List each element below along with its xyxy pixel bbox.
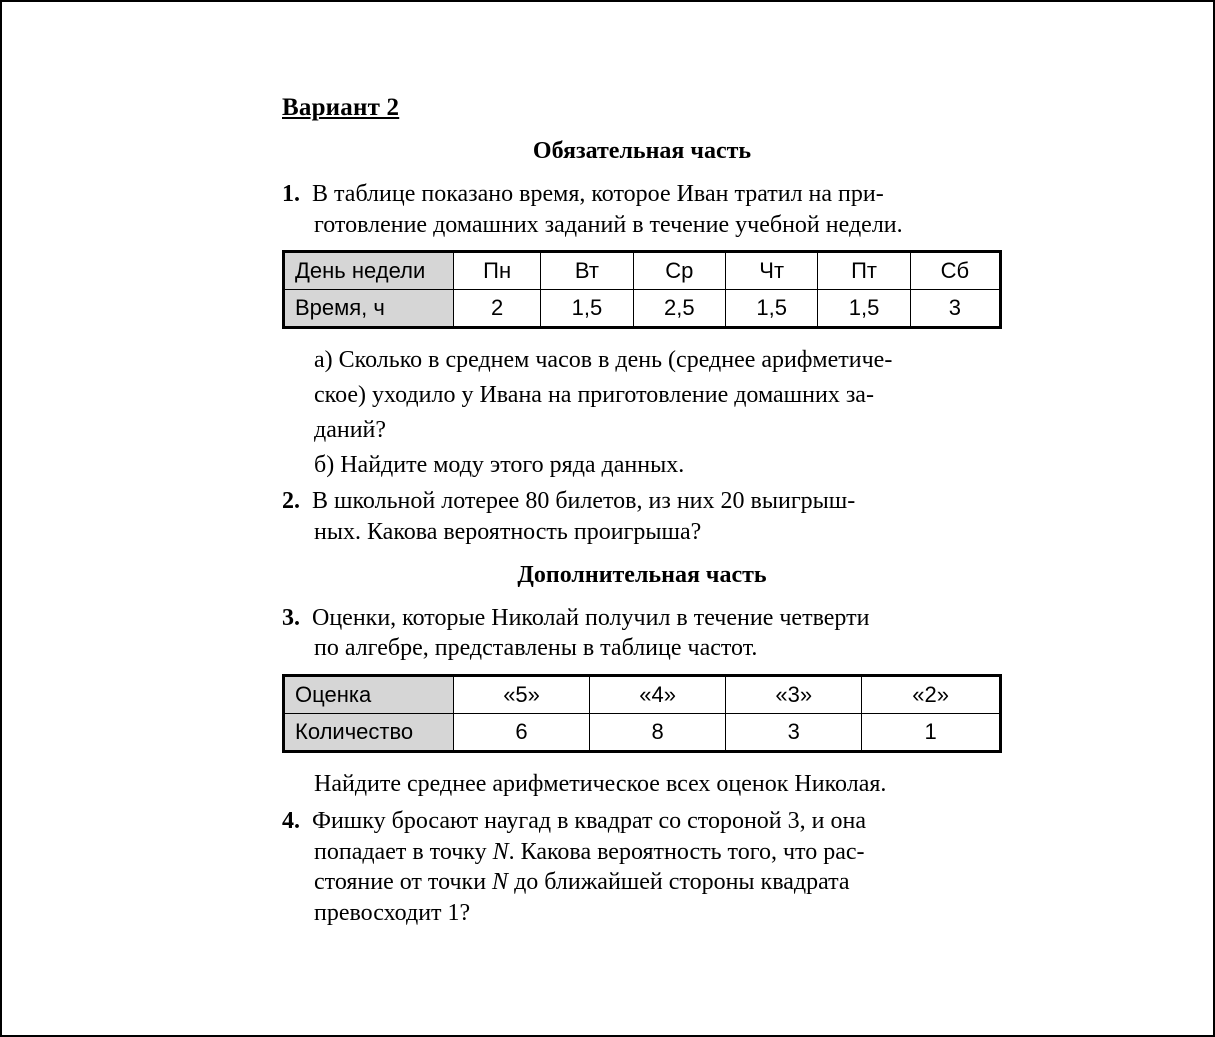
variable-N: N [492,869,508,895]
section-mandatory-title: Обязательная часть [282,138,1002,165]
table-cell: 2 [454,290,541,328]
text: стояние от точки [314,869,492,895]
section-additional-title: Дополнительная часть [282,562,1002,589]
table-cell: «4» [590,676,726,714]
problem-1a-line1: а) Сколько в среднем часов в день (средн… [282,345,1002,376]
table-row: Количество 6 8 3 1 [284,714,1001,752]
problem-4-line4: превосходит 1? [282,898,1002,929]
table-header-cell: Время, ч [284,290,454,328]
variant-title: Вариант 2 [282,94,1002,122]
table-row: Оценка «5» «4» «3» «2» [284,676,1001,714]
table-cell: Чт [725,252,817,290]
table-cell: 2,5 [633,290,725,328]
table-cell: 1,5 [541,290,633,328]
table-cell: «2» [862,676,1001,714]
table-cell: Сб [910,252,1000,290]
table-cell: Вт [541,252,633,290]
table-header-cell: Количество [284,714,454,752]
problem-1-table: День недели Пн Вт Ср Чт Пт Сб Время, ч 2… [282,250,1002,329]
table-cell: Ср [633,252,725,290]
problem-3-line2: по алгебре, представлены в таблице часто… [282,633,1002,664]
table-cell: «3» [726,676,862,714]
table-header-cell: Оценка [284,676,454,714]
text: . Какова вероятность того, что рас- [509,839,865,865]
table-row: Время, ч 2 1,5 2,5 1,5 1,5 3 [284,290,1001,328]
table-cell: Пт [818,252,910,290]
table-cell: Пн [454,252,541,290]
problem-3: 3.Оценки, которые Николай получил в тече… [282,603,1002,664]
problem-4-line3: стояние от точки N до ближайшей стороны … [282,867,1002,898]
problem-1-text-line1: В таблице показано время, которое Иван т… [312,181,884,207]
text: попадает в точку [314,839,493,865]
content-column: Вариант 2 Обязательная часть 1.В таблице… [282,94,1002,929]
table-cell: 3 [726,714,862,752]
problem-3-after: Найдите среднее арифметическое всех оцен… [282,769,1002,800]
table-cell: «5» [454,676,590,714]
problem-3-line1: Оценки, которые Николай получил в течени… [312,605,869,631]
problem-3-number: 3. [282,603,312,634]
table-cell: 1,5 [818,290,910,328]
table-cell: 1 [862,714,1001,752]
problem-1-text-line2: готовление домашних заданий в течение уч… [282,210,1002,241]
table-cell: 8 [590,714,726,752]
problem-1-number: 1. [282,179,312,210]
problem-1a-line3: даний? [282,415,1002,446]
table-cell: 1,5 [725,290,817,328]
page: Вариант 2 Обязательная часть 1.В таблице… [0,0,1215,1037]
problem-1a-line2: ское) уходило у Ивана на приготовление д… [282,380,1002,411]
problem-2-line1: В школьной лотерее 80 билетов, из них 20… [312,488,855,514]
problem-2: 2.В школьной лотерее 80 билетов, из них … [282,486,1002,547]
table-header-cell: День недели [284,252,454,290]
problem-1: 1.В таблице показано время, которое Иван… [282,179,1002,240]
problem-3-table: Оценка «5» «4» «3» «2» Количество 6 8 3 … [282,674,1002,753]
problem-4-line1: Фишку бросают наугад в квадрат со сторон… [312,808,866,834]
problem-2-line2: ных. Какова вероятность проигрыша? [282,517,1002,548]
problem-4: 4.Фишку бросают наугад в квадрат со стор… [282,806,1002,929]
problem-4-line2: попадает в точку N. Какова вероятность т… [282,837,1002,868]
variable-N: N [493,839,509,865]
problem-2-number: 2. [282,486,312,517]
table-cell: 6 [454,714,590,752]
problem-4-number: 4. [282,806,312,837]
text: до ближайшей стороны квадрата [508,869,850,895]
table-cell: 3 [910,290,1000,328]
table-row: День недели Пн Вт Ср Чт Пт Сб [284,252,1001,290]
problem-1b: б) Найдите моду этого ряда данных. [282,450,1002,481]
